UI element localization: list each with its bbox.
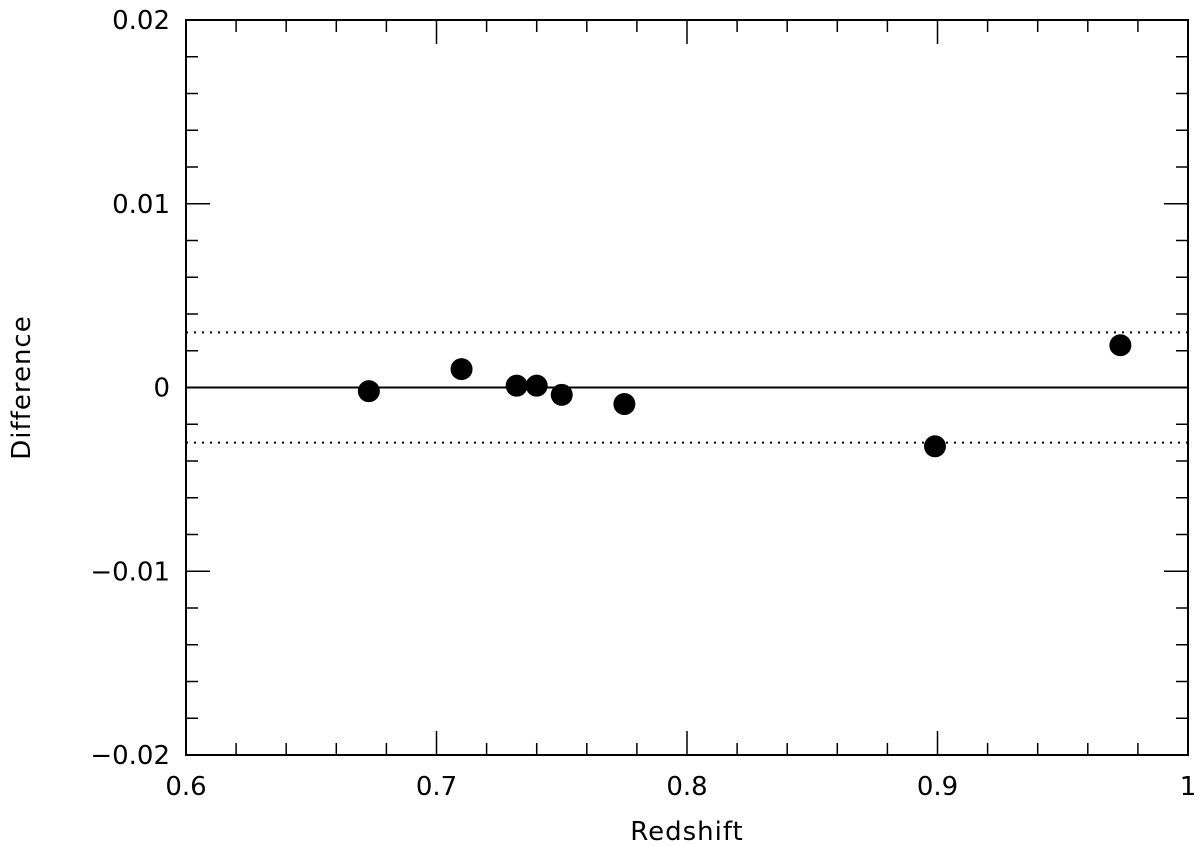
x-tick-label: 0.8 (666, 772, 707, 802)
x-tick-label: 0.9 (917, 772, 958, 802)
tick-labels: 0.6 0.7 0.8 0.9 1 −0.02 −0.01 0 0.01 0.02 (90, 6, 1196, 802)
data-point (550, 383, 573, 406)
y-tick-label: −0.01 (90, 557, 170, 587)
data-point (505, 374, 528, 397)
minor-ticks (186, 20, 1188, 755)
data-point (923, 435, 946, 458)
y-tick-label: 0.02 (112, 6, 170, 36)
data-point (613, 393, 636, 416)
data-point (450, 358, 473, 381)
reference-lines (186, 331, 1188, 444)
x-tick-label: 0.6 (165, 772, 206, 802)
x-tick-label: 1 (1180, 772, 1197, 802)
x-axis-title: Redshift (630, 817, 744, 846)
data-point (525, 374, 548, 397)
y-tick-label: −0.02 (90, 741, 170, 771)
data-point (1109, 334, 1132, 357)
x-tick-label: 0.7 (416, 772, 457, 802)
data-point (357, 380, 380, 403)
data-points (357, 334, 1132, 458)
y-tick-label: 0 (153, 374, 170, 404)
y-tick-label: 0.01 (112, 190, 170, 220)
y-axis-title: Difference (7, 315, 37, 459)
plot-frame (185, 19, 1189, 756)
